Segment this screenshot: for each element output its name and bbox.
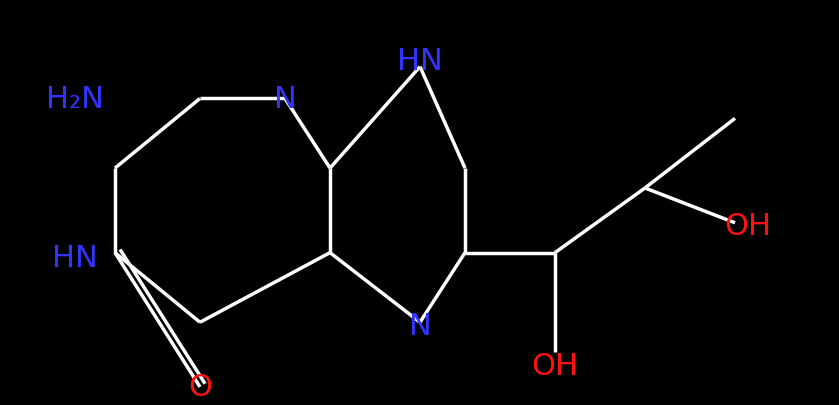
Text: N: N [409,311,431,340]
Text: HN: HN [397,47,443,76]
Text: OH: OH [725,212,772,241]
Text: HN: HN [52,243,98,273]
Text: H₂N: H₂N [46,85,104,114]
Text: N: N [274,85,296,114]
Text: OH: OH [531,351,579,379]
Text: O: O [188,373,212,401]
